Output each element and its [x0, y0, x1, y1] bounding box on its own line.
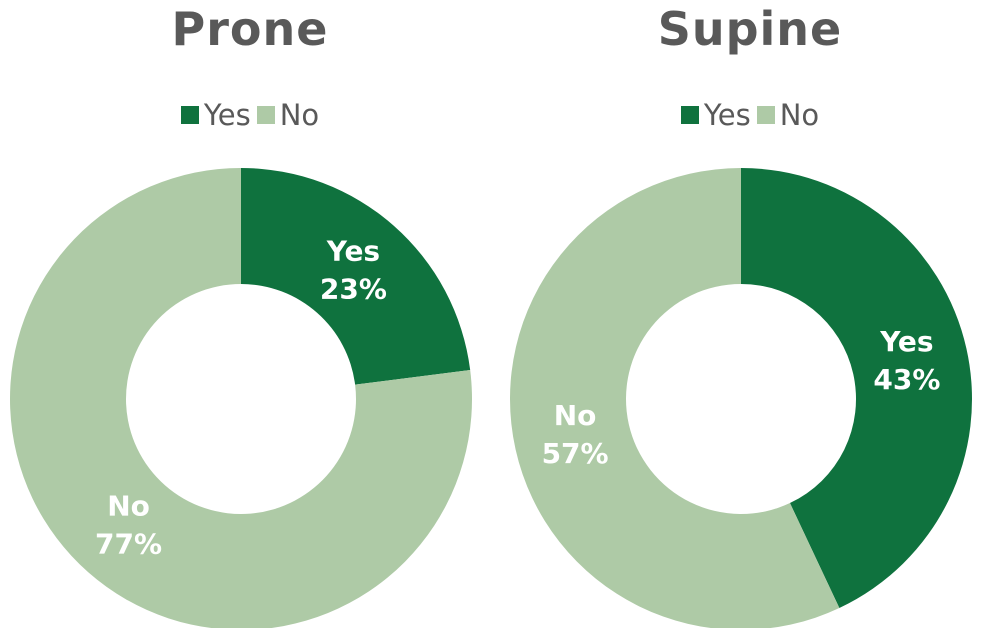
legend-swatch-yes: [680, 106, 699, 124]
legend-item-no: No: [756, 98, 820, 132]
legend-item-no: No: [256, 98, 320, 132]
chart-title: Supine: [657, 2, 843, 56]
legend-swatch-no: [256, 106, 275, 124]
data-label-category-yes: Yes: [326, 234, 380, 267]
data-label-value-no: 57%: [542, 437, 609, 470]
legend: Yes No: [500, 98, 1000, 132]
legend: Yes No: [0, 98, 500, 132]
donut-slice-no: [510, 168, 840, 628]
donut-slice-yes: [241, 168, 471, 385]
legend-item-yes: Yes: [180, 98, 251, 132]
legend-swatch-no: [756, 106, 775, 124]
donut-slice-no: [10, 168, 472, 628]
chart-title: Prone: [171, 2, 329, 56]
legend-label-yes: Yes: [703, 98, 751, 132]
donut-slice-yes: [741, 168, 972, 609]
legend-swatch-yes: [180, 106, 199, 124]
data-label-category-yes: Yes: [879, 325, 933, 358]
donut-plot: Yes 43% No 57%: [510, 168, 972, 628]
data-label-value-no: 77%: [95, 528, 162, 561]
legend-label-yes: Yes: [203, 98, 251, 132]
data-label-value-yes: 23%: [320, 272, 387, 305]
data-label-category-no: No: [554, 399, 597, 432]
data-label-value-yes: 43%: [873, 363, 940, 396]
data-label-category-no: No: [107, 490, 150, 523]
legend-item-yes: Yes: [680, 98, 751, 132]
supine-donut-chart: Supine Yes No Yes 43% No 57%: [500, 0, 1000, 628]
donut-plot: Yes 23% No 77%: [10, 168, 472, 628]
legend-label-no: No: [779, 98, 820, 132]
prone-donut-chart: Prone Yes No Yes 23% No 77%: [0, 2, 500, 628]
legend-label-no: No: [279, 98, 320, 132]
